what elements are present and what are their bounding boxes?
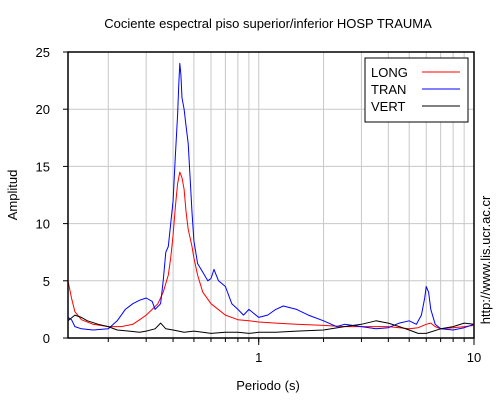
legend-label-tran: TRAN (371, 82, 406, 97)
legend-label-long: LONG (371, 65, 408, 80)
y-tick-label: 20 (36, 102, 50, 117)
y-tick-label: 15 (36, 159, 50, 174)
x-tick-label: 10 (467, 350, 481, 365)
plot-frame (67, 51, 475, 339)
x-tick-label: 1 (255, 350, 262, 365)
legend-label-vert: VERT (371, 99, 405, 114)
legend-box (364, 57, 469, 123)
series-line-long (67, 171, 475, 330)
series-line-tran (67, 62, 475, 331)
y-tick-label: 0 (43, 331, 50, 346)
y-axis-label: Amplitud (5, 170, 20, 221)
axis-ticks: 0 5 10 15 20 25 1 10 (36, 45, 482, 365)
x-axis-label: Periodo (s) (236, 378, 300, 393)
chart-title: Cociente espectral piso superior/inferio… (104, 16, 432, 31)
grid-lines (68, 51, 474, 339)
legend: LONG TRAN VERT (364, 57, 469, 123)
side-url-note: http://www.lis.ucr.ac.cr (478, 195, 493, 324)
y-tick-label: 5 (43, 274, 50, 289)
y-tick-label: 10 (36, 217, 50, 232)
series-line-vert (67, 314, 475, 334)
y-tick-label: 25 (36, 45, 50, 60)
series-layer (67, 62, 475, 334)
